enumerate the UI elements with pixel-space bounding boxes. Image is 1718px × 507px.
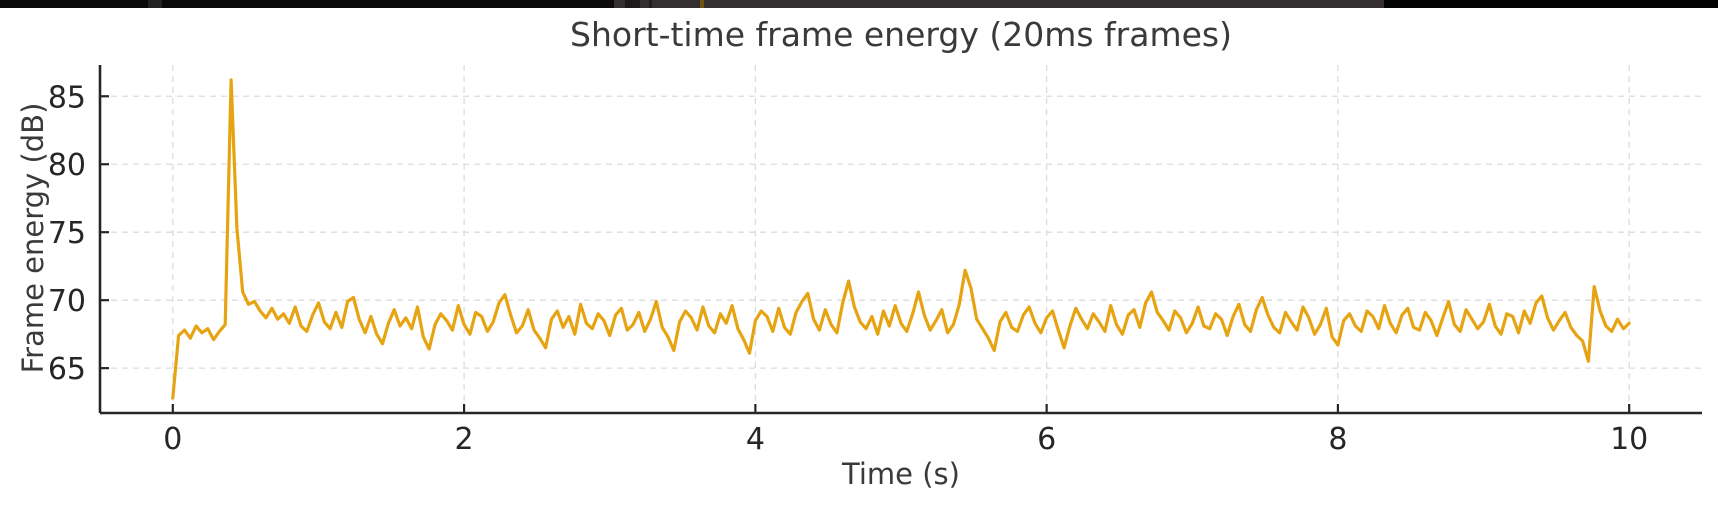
frame-energy-line [171, 78, 1631, 400]
y-tick-label: 65 [48, 352, 86, 387]
window-chrome-remnant [148, 0, 162, 8]
y-tick-label: 70 [48, 284, 86, 319]
window-chrome-remnant [625, 0, 640, 8]
x-axis-label: Time (s) [842, 457, 960, 491]
x-tick-label: 2 [455, 422, 474, 457]
x-tick-label: 6 [1037, 422, 1056, 457]
window-chrome-remnant [614, 0, 1384, 8]
window-chrome-remnant [1384, 0, 1718, 8]
x-tick-label: 0 [163, 422, 182, 457]
x-tick-label: 8 [1328, 422, 1347, 457]
window-chrome-remnant [0, 0, 614, 8]
window-chrome-remnant [700, 0, 704, 8]
x-tick-label: 4 [746, 422, 765, 457]
x-tick-label: 10 [1610, 422, 1648, 457]
window-chrome-remnant [649, 0, 652, 8]
y-tick-label: 75 [48, 216, 86, 251]
y-axis-label: Frame energy (dB) [16, 102, 50, 374]
chart-title: Short-time frame energy (20ms frames) [570, 15, 1232, 54]
y-tick-label: 85 [48, 80, 86, 115]
window-edge-strip [0, 0, 1718, 8]
y-tick-label: 80 [48, 148, 86, 183]
